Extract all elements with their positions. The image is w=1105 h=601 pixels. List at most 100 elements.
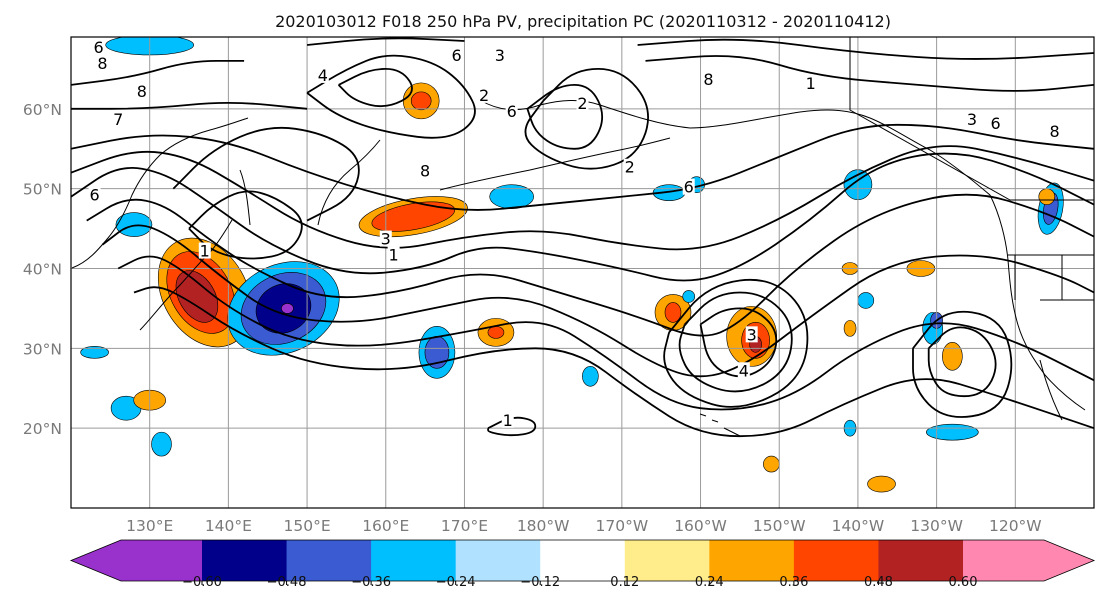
coastline-alaska [479,99,991,196]
pv-contour-line [133,286,1094,438]
x-tick-label: 170°E [441,517,488,535]
contour-label: 1 [503,411,513,430]
x-tick-label: 130°E [126,517,173,535]
pv-contour-line [86,193,1094,337]
pv-contour-line [912,310,1013,418]
colorbar-tick-label: 0.36 [779,575,808,590]
precip-shade [151,431,172,457]
pv-contour-line [487,416,537,437]
pv-contours [71,37,1094,438]
coastline-north-america-west [989,194,1086,411]
contour-label: 3 [967,110,977,129]
contour-label-bg [989,114,1002,131]
contour-label-bg [112,110,125,127]
pv-contour-line [71,123,1094,211]
contour-label-bg [501,411,514,428]
contour-label: 3 [381,230,391,249]
colorbar-segment [878,540,964,581]
x-tick-label: 150°W [753,517,806,535]
pv-contour-line [117,255,1094,411]
contour-label-bg [682,178,695,195]
contour-label-bg [88,186,101,203]
contour-label-bg [505,102,518,119]
pv-contour-line [526,83,604,150]
x-tick-label: 150°E [284,517,331,535]
pv-contour-line [307,37,465,46]
contour-label: 8 [97,54,107,73]
contour-label-bg [450,46,463,63]
contour-label-bg [1048,122,1061,139]
x-tick-label: 180°W [517,517,570,535]
contour-label-bg [702,70,715,87]
contour-label-bg [316,66,329,83]
precip-shade [582,365,599,387]
contour-label: 1 [806,74,816,93]
colorbar-outline [69,539,1096,582]
coastline-aleutians [439,137,671,191]
contour-label-bg [92,38,105,55]
contour-label-bg [387,246,400,263]
contour-label-bg [478,86,491,103]
contour-label: 2 [625,158,635,177]
contour-label: 3 [747,325,757,344]
contour-label: 4 [739,361,749,380]
contour-label: 8 [703,70,713,89]
y-tick-label: 60°N [23,101,62,119]
y-tick-label: 50°N [23,181,62,199]
precip-shade [281,303,294,314]
pv-contour-line [172,126,360,222]
contour-label: 8 [137,82,147,101]
pv-contour-line [101,224,1094,378]
contour-label-bg [419,162,432,179]
contour-label-bg [379,230,392,247]
contour-label: 7 [113,110,123,129]
colorbar-tick-label: 0.48 [864,575,893,590]
hawaii-islands [699,413,741,437]
contour-label: 8 [420,162,430,181]
pv-contour-line [71,152,1094,282]
precip-shade [926,423,979,441]
colorbar-tick-label: −0.36 [351,575,391,590]
y-tick-label: 40°N [23,261,62,279]
pv-contour-line [927,326,997,398]
contour-label-bg [804,74,817,91]
colorbar-tick-label: 0.60 [949,575,978,590]
colorbar-segment [793,540,879,581]
precip-shade [410,91,432,111]
colorbar-segment [202,540,288,581]
pv-contour-line [71,60,245,86]
pv-contour-line [71,102,308,110]
y-tick-label: 30°N [23,340,62,358]
coastline-asia-mainland [71,117,249,269]
colorbar-tick-label: 0.24 [695,575,724,590]
pv-contour-line [524,67,649,170]
contour-label: 3 [495,46,505,65]
colorbar-segment [540,540,626,581]
x-tick-label: 140°E [205,517,252,535]
colorbar-segment [121,540,203,581]
colorbar: −0.60 −0.48 −0.36 −0.24 −0.12 0.12 0.24 0.36 0.4… [69,539,1096,590]
x-tick-label: 130°W [910,517,963,535]
colorbar-segment [624,540,710,581]
contour-label: 4 [318,66,328,85]
colorbar-segment [371,540,457,581]
colorbar-segment [286,540,372,581]
pv-contour-line [699,307,778,378]
contour-label-bg [493,46,506,63]
colorbar-tick-label: −0.12 [520,575,560,590]
x-tick-label: 170°W [596,517,649,535]
pv-contour-line [188,190,303,260]
pv-contour-line [337,67,413,108]
precip-shade [664,302,682,323]
longitude-tick-labels: 130°E 140°E 150°E 160°E 170°E 180°W 170°W 160°W… [126,517,1042,535]
contour-label: 6 [90,186,100,205]
precip-shade [80,346,109,359]
precip-shade [487,326,505,339]
contour-label: 1 [200,242,210,261]
gridlines [71,37,1094,508]
contour-label: 8 [1050,122,1060,141]
contour-label: 1 [389,246,399,265]
contour-label-bg [135,82,148,99]
contour-label: 6 [684,178,694,197]
